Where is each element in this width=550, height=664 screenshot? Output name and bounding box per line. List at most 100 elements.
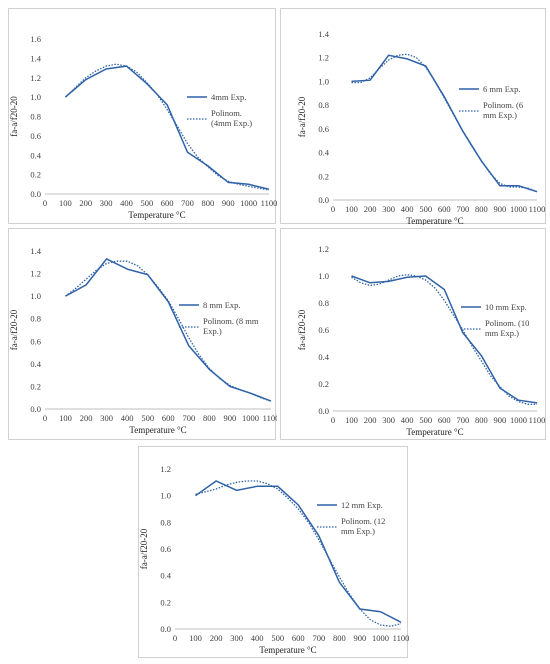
x-tick-label: 300 — [100, 198, 113, 208]
x-tick-label: 700 — [312, 633, 325, 643]
x-tick-label: 900 — [222, 198, 235, 208]
y-tick-label: 0.8 — [318, 100, 329, 110]
x-tick-label: 800 — [475, 204, 488, 214]
x-tick-label: 900 — [224, 413, 237, 423]
y-tick-label: 0.4 — [30, 359, 41, 369]
legend-label: 10 mm Exp. — [485, 302, 527, 312]
x-tick-label: 600 — [292, 633, 305, 643]
y-tick-label: 0.4 — [318, 352, 329, 362]
y-tick-label: 0.8 — [30, 314, 41, 324]
x-axis-title: Temperature °C — [259, 645, 316, 655]
x-tick-label: 200 — [364, 204, 377, 214]
y-tick-label: 1.0 — [318, 76, 329, 86]
x-tick-label: 500 — [419, 415, 432, 425]
y-tick-label: 1.0 — [160, 491, 171, 501]
y-tick-label: 1.0 — [30, 291, 41, 301]
legend-label: Polinom. (4mm Exp.) — [211, 108, 252, 128]
trendline-series — [64, 63, 270, 191]
x-tick-label: 1000 — [510, 415, 527, 425]
y-tick-label: 0.2 — [318, 171, 329, 181]
x-tick-label: 200 — [79, 198, 92, 208]
chart-panel-12mm: 0.0 0.2 0.4 0.6 0.8 1.0 1.2 0 100 200 300 400 500 600… — [138, 446, 409, 658]
x-tick-label: 1000 — [240, 198, 257, 208]
x-tick-label: 200 — [80, 413, 93, 423]
y-tick-label: 1.2 — [318, 53, 329, 63]
y-tick-label: 1.2 — [318, 244, 329, 254]
x-tick-label: 500 — [141, 413, 154, 423]
y-tick-label: 0.6 — [318, 124, 329, 134]
x-tick-label: 0 — [173, 633, 177, 643]
x-tick-label: 0 — [331, 204, 335, 214]
x-tick-label: 1100 — [393, 633, 409, 643]
x-tick-label: 800 — [475, 415, 488, 425]
x-tick-label: 300 — [382, 415, 395, 425]
legend-label: 6 mm Exp. — [483, 84, 521, 94]
x-tick-label: 900 — [354, 633, 367, 643]
y-tick-label: 0.0 — [318, 195, 329, 205]
y-tick-label: 0.4 — [30, 150, 41, 160]
x-tick-label: 600 — [161, 198, 174, 208]
trendline-series — [351, 274, 537, 405]
trendline-series — [65, 260, 272, 402]
y-tick-label: 0.8 — [160, 517, 171, 527]
y-tick-label: 1.2 — [30, 73, 41, 83]
legend-label: 4mm Exp. — [211, 92, 246, 102]
x-axis-title: Temperature °C — [128, 210, 185, 220]
x-tick-label: 600 — [438, 415, 451, 425]
y-tick-label: 1.2 — [30, 269, 41, 279]
x-tick-label: 1100 — [529, 204, 546, 214]
x-tick-label: 400 — [401, 204, 414, 214]
experimental-series — [351, 275, 538, 404]
x-tick-label: 0 — [43, 198, 47, 208]
trendline-series — [351, 53, 538, 193]
x-tick-label: 700 — [456, 415, 469, 425]
y-tick-label: 0.8 — [318, 298, 329, 308]
x-tick-label: 500 — [271, 633, 284, 643]
x-tick-label: 200 — [364, 415, 377, 425]
chart-panel-10mm: 0.0 0.2 0.4 0.6 0.8 1.0 1.2 0 100 200 300 400 500 600… — [280, 228, 546, 440]
x-tick-label: 300 — [230, 633, 243, 643]
x-tick-label: 800 — [202, 198, 215, 208]
y-tick-label: 1.0 — [318, 271, 329, 281]
chart-svg-6mm: 0.0 0.2 0.4 0.6 0.8 1.0 1.2 1.4 0 100 200 300 400 500… — [297, 29, 546, 225]
y-axis-title: fa-a/f20-20 — [9, 309, 19, 350]
y-tick-label: 0.8 — [30, 112, 41, 122]
y-tick-label: 0.6 — [318, 325, 329, 335]
x-axis-title: Temperature °C — [129, 425, 186, 435]
x-tick-label: 900 — [494, 204, 507, 214]
x-tick-label: 700 — [181, 198, 194, 208]
chart-svg-12mm: 0.0 0.2 0.4 0.6 0.8 1.0 1.2 0 100 200 300 400 500 600… — [139, 464, 409, 655]
chart-svg-4mm: 0.0 0.2 0.4 0.6 0.8 1.0 1.2 1.4 1.6 0 100 200 300 400… — [9, 34, 277, 220]
x-tick-label: 100 — [59, 413, 72, 423]
y-tick-label: 0.0 — [30, 404, 41, 414]
x-tick-label: 300 — [382, 204, 395, 214]
x-tick-label: 0 — [331, 415, 335, 425]
x-tick-label: 400 — [121, 413, 134, 423]
x-axis-title: Temperature °C — [406, 427, 463, 437]
y-axis-title: fa-a/f20-20 — [139, 528, 149, 569]
chart-svg-10mm: 0.0 0.2 0.4 0.6 0.8 1.0 1.2 0 100 200 300 400 500 600… — [297, 244, 545, 437]
y-axis-title: fa-a/f20-20 — [297, 309, 307, 350]
y-axis-title: fa-a/f20-20 — [297, 96, 307, 137]
legend-label: Polinom. (12 mm Exp.) — [341, 516, 385, 536]
x-tick-label: 400 — [401, 415, 414, 425]
trendline-series — [195, 480, 402, 627]
y-tick-label: 0.6 — [30, 336, 41, 346]
y-tick-label: 1.0 — [30, 92, 41, 102]
x-tick-label: 0 — [43, 413, 47, 423]
chart-panel-8mm: 0.0 0.2 0.4 0.6 0.8 1.0 1.2 1.4 0 100 200 300 400 500… — [8, 228, 277, 440]
experimental-series — [65, 257, 272, 402]
x-tick-label: 1000 — [372, 633, 389, 643]
y-tick-label: 0.4 — [318, 148, 329, 158]
y-tick-label: 0.2 — [318, 379, 329, 389]
x-tick-label: 700 — [456, 204, 469, 214]
legend-label: 12 mm Exp. — [341, 500, 383, 510]
x-tick-label: 600 — [438, 204, 451, 214]
y-tick-label: 1.4 — [318, 29, 329, 39]
y-tick-label: 1.4 — [30, 53, 41, 63]
x-tick-label: 100 — [345, 415, 358, 425]
chart-svg-8mm: 0.0 0.2 0.4 0.6 0.8 1.0 1.2 1.4 0 100 200 300 400 500… — [9, 246, 277, 435]
experimental-series — [195, 480, 402, 623]
x-tick-label: 1100 — [261, 198, 277, 208]
x-tick-label: 900 — [494, 415, 507, 425]
